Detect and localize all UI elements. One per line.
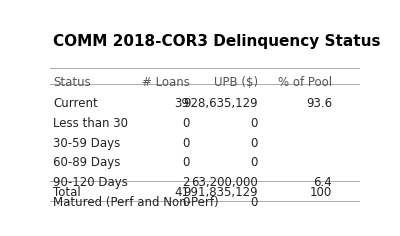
Text: Matured (Perf and Non-Perf): Matured (Perf and Non-Perf) [53, 195, 219, 208]
Text: 2: 2 [182, 176, 190, 189]
Text: # Loans: # Loans [142, 76, 190, 88]
Text: 6.4: 6.4 [313, 176, 332, 189]
Text: 928,635,129: 928,635,129 [183, 97, 258, 110]
Text: 991,835,129: 991,835,129 [183, 185, 258, 198]
Text: Status: Status [53, 76, 91, 88]
Text: 0: 0 [182, 137, 190, 150]
Text: 0: 0 [182, 195, 190, 208]
Text: 0: 0 [250, 195, 258, 208]
Text: 60-89 Days: 60-89 Days [53, 156, 120, 169]
Text: 0: 0 [182, 156, 190, 169]
Text: 0: 0 [250, 117, 258, 130]
Text: Total: Total [53, 185, 81, 198]
Text: 0: 0 [182, 117, 190, 130]
Text: 90-120 Days: 90-120 Days [53, 176, 128, 189]
Text: 30-59 Days: 30-59 Days [53, 137, 120, 150]
Text: 93.6: 93.6 [306, 97, 332, 110]
Text: COMM 2018-COR3 Delinquency Status: COMM 2018-COR3 Delinquency Status [53, 34, 381, 49]
Text: 41: 41 [174, 185, 190, 198]
Text: % of Pool: % of Pool [278, 76, 332, 88]
Text: 0: 0 [250, 156, 258, 169]
Text: Current: Current [53, 97, 98, 110]
Text: 0: 0 [250, 137, 258, 150]
Text: 63,200,000: 63,200,000 [191, 176, 258, 189]
Text: 100: 100 [310, 185, 332, 198]
Text: UPB ($): UPB ($) [214, 76, 258, 88]
Text: 39: 39 [175, 97, 190, 110]
Text: Less than 30: Less than 30 [53, 117, 128, 130]
